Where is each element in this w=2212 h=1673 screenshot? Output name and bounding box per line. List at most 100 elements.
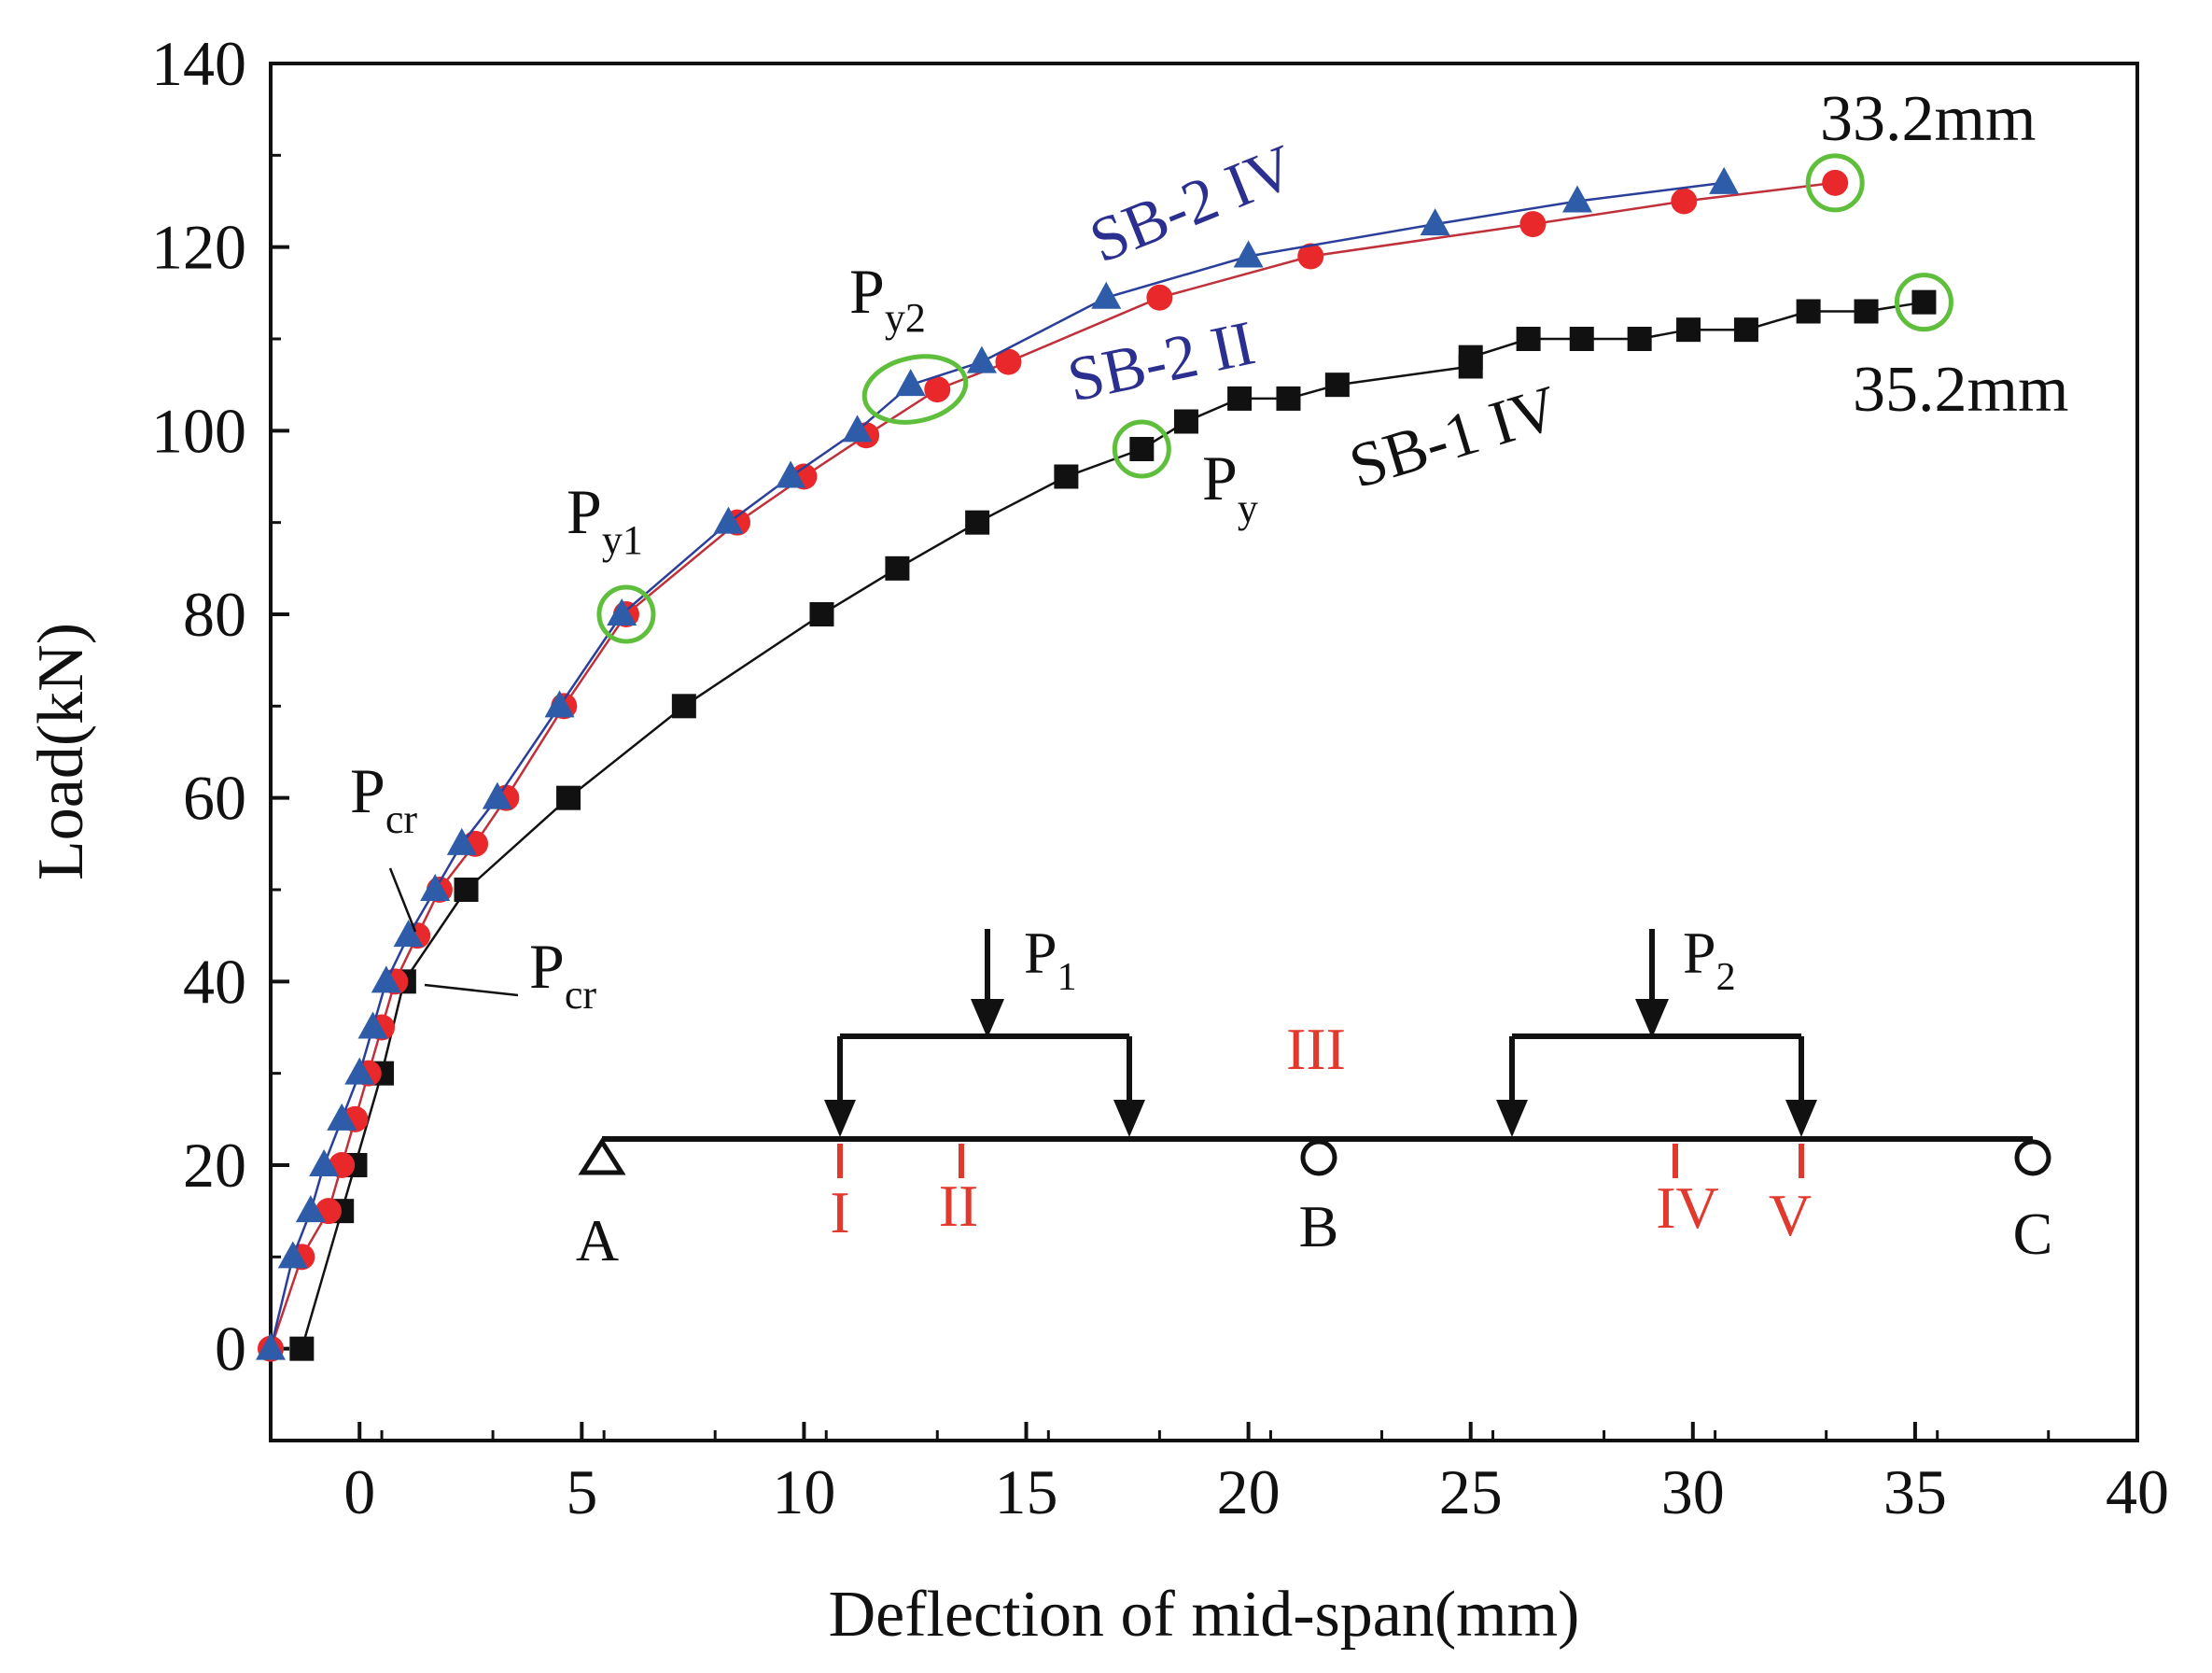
- y-tick-label: 80: [183, 579, 246, 650]
- plot-frame: [269, 62, 2139, 1442]
- pcr2-sub: cr: [565, 972, 597, 1018]
- pcr1-main: P: [350, 755, 385, 826]
- y-tick-label: 120: [151, 212, 246, 283]
- y-tick-label: 100: [151, 395, 246, 466]
- section-ii-label: II: [939, 1173, 979, 1239]
- data-point-sb-2-iv: [327, 1103, 357, 1131]
- data-point-sb-2-iv: [371, 965, 401, 993]
- highlight-layer: [596, 153, 1953, 644]
- pcr1-leader: [388, 867, 417, 933]
- py1-label: Py1: [567, 476, 643, 563]
- data-point-sb-1-iv: [289, 1336, 315, 1361]
- y-tick-label: 0: [215, 1314, 246, 1385]
- x-tick-label: 25: [1439, 1456, 1503, 1527]
- data-point-sb-2-iv: [393, 920, 424, 948]
- load-p2-sub: 2: [1716, 956, 1736, 999]
- highlight-circle: [596, 584, 656, 644]
- section-iii-label: III: [1286, 1016, 1346, 1082]
- series-sb-2-ii: [258, 169, 1849, 1362]
- support-a-triangle: [578, 1137, 626, 1175]
- data-point-sb-1-iv: [1054, 464, 1079, 489]
- support-a-label: A: [576, 1207, 619, 1273]
- data-point-sb-2-iv: [544, 690, 575, 718]
- x-tick-label: 20: [1217, 1456, 1281, 1527]
- data-point-sb-2-ii: [995, 348, 1022, 375]
- data-point-sb-2-ii: [1146, 284, 1173, 311]
- data-point-sb-2-iv: [966, 345, 997, 373]
- section-iv-label: IV: [1656, 1174, 1719, 1241]
- data-point-sb-2-iv: [446, 827, 477, 855]
- sb2-max-label: 33.2mm: [1820, 83, 2036, 155]
- data-point-sb-2-iv: [1709, 166, 1740, 194]
- data-point-sb-2-ii: [1297, 243, 1324, 270]
- x-tick-label: 10: [772, 1456, 835, 1527]
- data-point-sb-2-ii: [1671, 188, 1698, 215]
- data-point-sb-1-iv: [1569, 327, 1594, 351]
- x-tick-label: 30: [1661, 1456, 1725, 1527]
- axis-ticks: [269, 62, 2139, 1442]
- data-point-sb-1-iv: [809, 602, 834, 626]
- data-point-sb-2-ii: [924, 376, 951, 403]
- data-point-sb-2-iv: [295, 1195, 326, 1223]
- data-point-sb-2-iv: [842, 415, 873, 443]
- load-p2-main: P: [1683, 920, 1716, 986]
- load-p2-arrow: [1635, 999, 1669, 1038]
- pcr1-sub: cr: [385, 796, 418, 842]
- sb1-max-label: 35.2mm: [1853, 354, 2068, 426]
- section-i-label: I: [830, 1179, 849, 1245]
- data-point-sb-1-iv: [1676, 317, 1701, 343]
- data-point-sb-2-iv: [1233, 240, 1264, 268]
- x-tick-label: 5: [566, 1456, 597, 1527]
- support-b-roller: [1300, 1139, 1337, 1176]
- pcr2-label: Pcr: [529, 931, 596, 1018]
- pcr2-leader: [424, 983, 519, 997]
- section-marks: [837, 1144, 1804, 1178]
- highlight-circle: [1805, 153, 1865, 213]
- support-b-label: B: [1299, 1193, 1339, 1259]
- data-point-sb-1-iv: [1854, 299, 1879, 324]
- load-p1-label: P1: [1024, 920, 1077, 999]
- py-main: P: [1202, 443, 1238, 513]
- data-point-sb-1-iv: [454, 878, 479, 902]
- pcr2-main: P: [529, 931, 565, 1002]
- support-c-roller: [2014, 1139, 2051, 1176]
- data-point-sb-2-ii: [1519, 211, 1547, 238]
- py-label: Py: [1202, 443, 1258, 531]
- y-axis-label: Load(kN): [25, 623, 97, 880]
- data-point-sb-1-iv: [1324, 373, 1350, 398]
- series-sb-2-iv: [256, 166, 1740, 1360]
- load-p2-label: P2: [1683, 920, 1736, 999]
- data-point-sb-1-iv: [1227, 386, 1253, 411]
- highlight-circle: [1894, 273, 1953, 332]
- load-p1-arrow: [971, 999, 1004, 1038]
- py1-sub: y1: [602, 517, 643, 563]
- data-point-sb-2-ii: [1822, 169, 1849, 196]
- py2-highlight-ellipse: [861, 354, 969, 425]
- data-point-sb-2-iv: [357, 1011, 388, 1039]
- annotations: SB-2 IV SB-2 II SB-1 IV 33.2mm 35.2mm Py…: [350, 83, 2068, 1018]
- load-p1-main: P: [1024, 920, 1057, 986]
- load-p2-left-arrow: [1496, 1100, 1528, 1137]
- data-point-sb-2-iv: [420, 874, 451, 901]
- data-point-sb-1-iv: [556, 785, 581, 810]
- load-p1-spreader: [837, 929, 1132, 1106]
- highlight-circle: [1112, 419, 1171, 479]
- series-line-sb-2-ii: [269, 181, 1836, 1350]
- data-point-sb-2-iv: [277, 1241, 308, 1269]
- sb2-iv-label: SB-2 IV: [1080, 131, 1304, 276]
- data-point-sb-2-iv: [256, 1332, 286, 1360]
- data-point-sb-2-iv: [607, 598, 637, 626]
- data-point-sb-1-iv: [1627, 327, 1652, 351]
- data-point-sb-2-iv: [1562, 185, 1592, 213]
- data-point-sb-1-iv: [1173, 409, 1198, 434]
- data-point-sb-2-iv: [713, 506, 744, 534]
- data-point-sb-1-iv: [671, 694, 696, 719]
- data-point-sb-1-iv: [885, 555, 910, 581]
- py-sub: y: [1238, 485, 1258, 531]
- data-point-sb-2-iv: [1420, 208, 1450, 236]
- y-tick-label: 40: [183, 946, 246, 1017]
- y-tick-labels: 0 20 40 60 80 100 120 140: [151, 28, 246, 1385]
- x-tick-label: 35: [1883, 1456, 1947, 1527]
- x-tick-label: 15: [995, 1456, 1058, 1527]
